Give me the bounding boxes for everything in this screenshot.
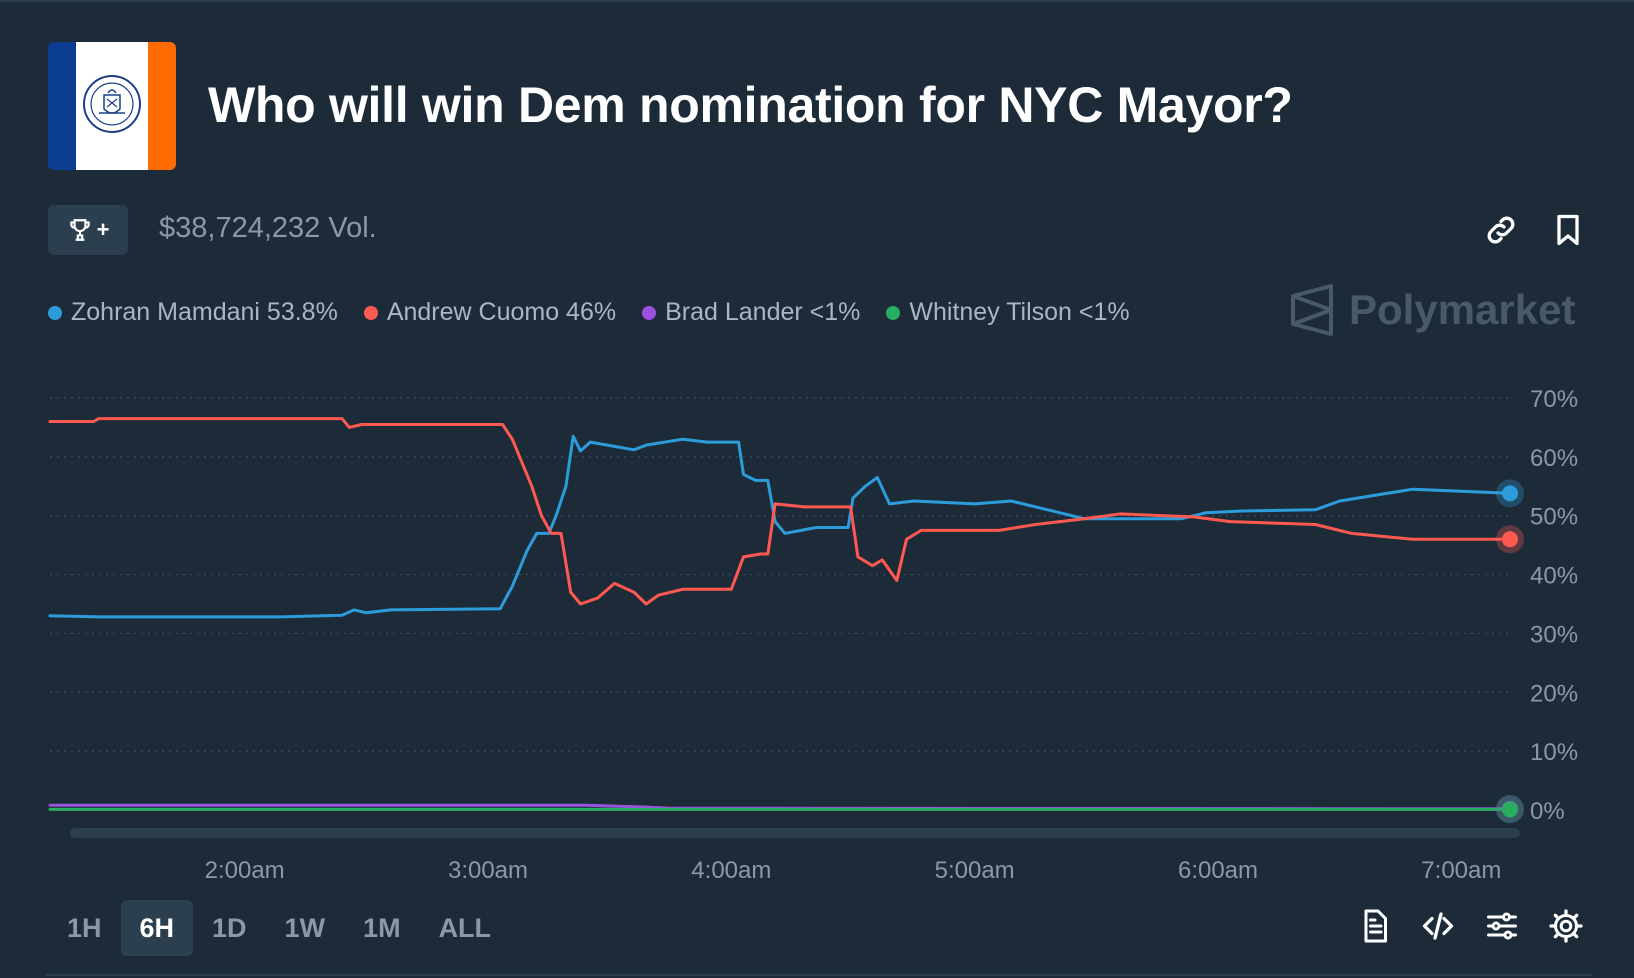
market-title: Who will win Dem nomination for NYC Mayo… <box>208 77 1293 133</box>
tab-1w[interactable]: 1W <box>284 912 326 943</box>
legend-dot-icon <box>886 305 901 320</box>
trophy-icon <box>69 219 90 241</box>
series-line <box>48 417 1512 606</box>
city-seal-icon <box>83 75 141 133</box>
legend-dot-icon <box>642 305 657 320</box>
y-tick-label: 20% <box>1530 680 1578 707</box>
legend-item[interactable]: Brad Lander <1% <box>642 298 860 327</box>
polymarket-logo-icon <box>1291 284 1333 336</box>
code-icon[interactable] <box>1420 908 1456 944</box>
polymarket-brand: Polymarket <box>1289 284 1575 336</box>
legend-dot-icon <box>48 305 62 320</box>
tab-1h[interactable]: 1H <box>67 912 102 943</box>
top-divider <box>0 0 1634 2</box>
timeframe-tabs: 1H 6H 1D 1W 1M ALL <box>48 900 510 956</box>
bookmark-icon[interactable] <box>1550 212 1586 248</box>
x-tick-label: 7:00am <box>1421 857 1501 880</box>
x-axis-track <box>70 828 1520 838</box>
y-tick-label: 40% <box>1530 563 1578 590</box>
x-tick-label: 3:00am <box>448 857 528 880</box>
link-icon[interactable] <box>1483 212 1519 248</box>
y-tick-label: 60% <box>1530 445 1578 472</box>
legend-item[interactable]: Whitney Tilson <1% <box>886 298 1130 327</box>
y-tick-label: 0% <box>1530 798 1565 825</box>
legend-label: Whitney Tilson <1% <box>909 298 1130 326</box>
tab-1m[interactable]: 1M <box>363 912 401 943</box>
trophy-button[interactable]: + <box>48 205 128 255</box>
trophy-plus: + <box>96 217 110 242</box>
series-end-point <box>1502 801 1518 818</box>
legend-item[interactable]: Andrew Cuomo 46% <box>363 298 617 327</box>
tab-all[interactable]: ALL <box>438 912 492 943</box>
series-end-point <box>1502 531 1518 548</box>
legend-label: Brad Lander <1% <box>665 298 861 326</box>
price-chart[interactable]: 0% 10% 20% 30% 40% 50% 60% 70% 2:00am 3:00am 4:00a… <box>0 360 1634 880</box>
legend-dot-icon <box>363 305 378 320</box>
legend-label: Zohran Mamdani 53.8% <box>71 298 338 326</box>
legend: Zohran Mamdani 53.8% Andrew Cuomo 46% Brad… <box>48 298 1130 327</box>
bottom-divider <box>46 974 1592 976</box>
x-tick-label: 5:00am <box>935 857 1015 880</box>
x-tick-label: 2:00am <box>205 857 285 880</box>
y-tick-label: 30% <box>1530 621 1578 648</box>
legend-label: Andrew Cuomo 46% <box>386 298 617 326</box>
series-line <box>48 434 1512 619</box>
tab-1d[interactable]: 1D <box>212 912 247 943</box>
y-tick-label: 10% <box>1530 739 1578 766</box>
legend-item[interactable]: Zohran Mamdani 53.8% <box>48 298 338 327</box>
nyc-flag-icon <box>48 42 176 170</box>
x-tick-label: 6:00am <box>1178 857 1258 880</box>
y-tick-label: 70% <box>1530 386 1578 413</box>
tab-6h[interactable]: 6H <box>120 900 194 956</box>
gear-icon[interactable] <box>1548 908 1584 944</box>
x-tick-label: 4:00am <box>691 857 771 880</box>
y-tick-label: 50% <box>1530 504 1578 531</box>
series-end-point <box>1502 485 1518 502</box>
volume-label: $38,724,232 Vol. <box>159 212 377 244</box>
sliders-icon[interactable] <box>1484 908 1520 944</box>
brand-name: Polymarket <box>1349 286 1576 333</box>
document-icon[interactable] <box>1357 908 1393 944</box>
